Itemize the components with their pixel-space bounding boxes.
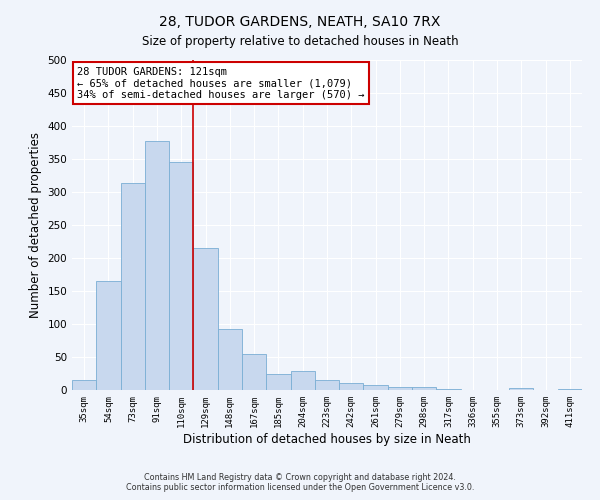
Bar <box>412 386 436 390</box>
Bar <box>145 141 169 390</box>
Bar <box>96 281 121 390</box>
Bar <box>388 386 412 390</box>
Bar <box>266 374 290 390</box>
Bar <box>509 388 533 390</box>
Bar <box>242 354 266 390</box>
Y-axis label: Number of detached properties: Number of detached properties <box>29 132 42 318</box>
Text: 28 TUDOR GARDENS: 121sqm
← 65% of detached houses are smaller (1,079)
34% of sem: 28 TUDOR GARDENS: 121sqm ← 65% of detach… <box>77 66 365 100</box>
Bar <box>364 386 388 390</box>
Bar <box>72 380 96 390</box>
Bar <box>315 380 339 390</box>
Bar <box>169 162 193 390</box>
Bar <box>121 184 145 390</box>
Text: Contains HM Land Registry data © Crown copyright and database right 2024.
Contai: Contains HM Land Registry data © Crown c… <box>126 473 474 492</box>
Bar <box>193 248 218 390</box>
Bar <box>339 384 364 390</box>
Bar <box>290 371 315 390</box>
Bar <box>218 328 242 390</box>
Text: 28, TUDOR GARDENS, NEATH, SA10 7RX: 28, TUDOR GARDENS, NEATH, SA10 7RX <box>160 15 440 29</box>
X-axis label: Distribution of detached houses by size in Neath: Distribution of detached houses by size … <box>183 432 471 446</box>
Text: Size of property relative to detached houses in Neath: Size of property relative to detached ho… <box>142 35 458 48</box>
